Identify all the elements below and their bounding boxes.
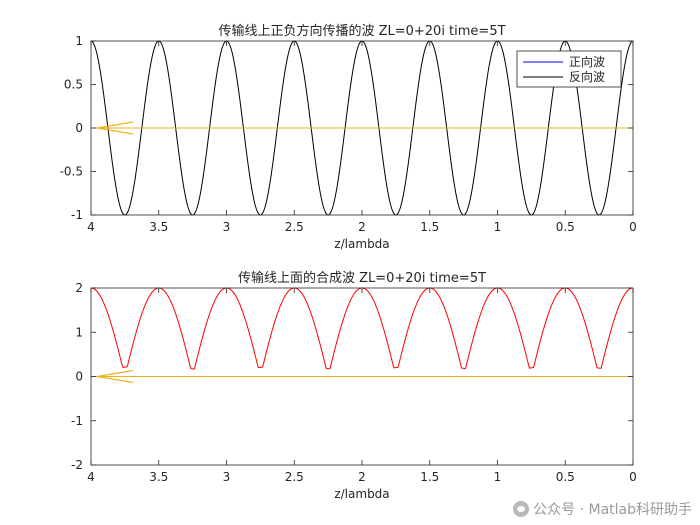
- x-axis-label: z/lambda: [334, 237, 389, 251]
- x-tick-label: 0: [629, 220, 637, 234]
- y-tick-label: 1: [75, 325, 83, 339]
- x-tick-label: 1: [494, 470, 502, 484]
- x-tick-label: 1.5: [420, 220, 439, 234]
- wechat-icon: [513, 501, 530, 517]
- x-axis-label: z/lambda: [334, 487, 389, 501]
- x-tick-label: 4: [87, 220, 95, 234]
- legend-label: 正向波: [569, 54, 605, 69]
- x-tick-label: 2.5: [285, 470, 304, 484]
- y-tick-label: 0: [75, 370, 83, 384]
- legend-label: 反向波: [569, 69, 605, 84]
- x-tick-label: 0.5: [556, 220, 575, 234]
- x-tick-label: 3.5: [149, 220, 168, 234]
- chart-title: 传输线上正负方向传播的波 ZL=0+20i time=5T: [218, 23, 505, 39]
- arrow-annotation-0: [96, 121, 134, 135]
- y-tick-label: 0: [75, 121, 83, 135]
- x-tick-label: 3: [223, 470, 231, 484]
- x-tick-label: 0: [629, 470, 637, 484]
- y-tick-label: 1: [75, 34, 83, 48]
- arrow-annotation-0: [96, 369, 134, 384]
- watermark: 公众号 · Matlab科研助手: [513, 499, 692, 519]
- chart-bottom: 4 3.5 3 2.5 2 1.5 1 0.5 0 -2 -1 0 1 2 传输线上面的合成波 ZL=0+2…: [71, 270, 637, 501]
- x-tick-label: 2: [358, 470, 366, 484]
- y-tick-label: 2: [75, 281, 83, 295]
- y-tick-label: -2: [71, 458, 83, 472]
- x-tick-label: 2.5: [285, 220, 304, 234]
- chart-top: 4 3.5 3 2.5 2 1.5 1 0.5 0 -1 -0.5 0 0.5 1 传输线上正负方向传播的波…: [60, 23, 637, 251]
- x-tick-label: 0.5: [556, 470, 575, 484]
- y-tick-label: -0.5: [60, 165, 83, 179]
- legend-box: [516, 50, 622, 88]
- x-tick-label: 1: [494, 220, 502, 234]
- y-tick-label: -1: [71, 208, 83, 222]
- x-tick-label: 1.5: [420, 470, 439, 484]
- chart-title: 传输线上面的合成波 ZL=0+20i time=5T: [238, 270, 486, 286]
- x-tick-label: 3.5: [149, 470, 168, 484]
- y-tick-label: 0.5: [64, 78, 83, 92]
- x-tick-label: 3: [223, 220, 231, 234]
- watermark-text: 公众号 · Matlab科研助手: [533, 502, 692, 518]
- y-tick-label: -1: [71, 414, 83, 428]
- x-tick-label: 4: [87, 470, 95, 484]
- x-tick-label: 2: [358, 220, 366, 234]
